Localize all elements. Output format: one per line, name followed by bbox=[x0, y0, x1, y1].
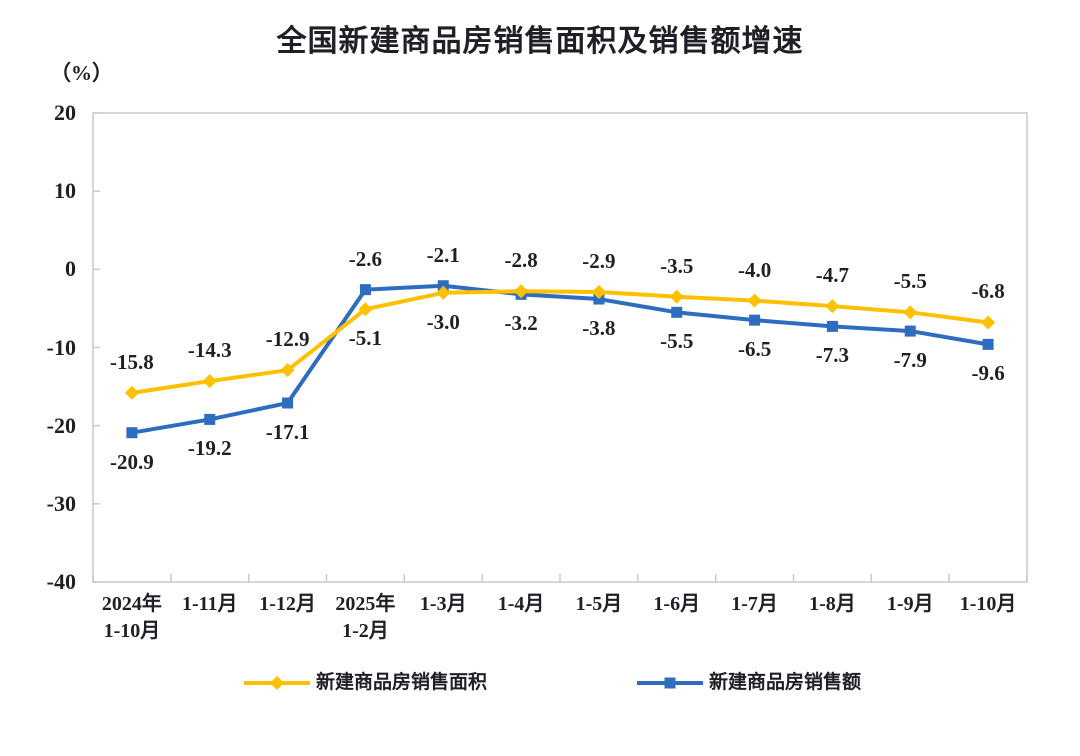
x-axis-label: 2025年 1-2月 bbox=[335, 591, 395, 645]
square-marker bbox=[826, 320, 838, 332]
data-label: -17.1 bbox=[265, 419, 310, 444]
y-tick-label: -30 bbox=[46, 490, 76, 516]
x-axis-label: 1-4月 bbox=[498, 591, 545, 618]
legend-marker-diamond bbox=[244, 676, 310, 690]
data-label: -12.9 bbox=[265, 327, 310, 352]
x-axis-label-line: 2024年 bbox=[101, 593, 162, 615]
data-label: -2.1 bbox=[426, 242, 460, 267]
data-label: -4.7 bbox=[815, 263, 850, 288]
y-tick-label: 20 bbox=[54, 100, 76, 125]
x-axis-label-line: 1-10月 bbox=[103, 620, 161, 642]
diamond-marker bbox=[514, 284, 529, 299]
data-label: -5.5 bbox=[660, 329, 694, 354]
data-label: -7.3 bbox=[815, 343, 850, 368]
square-marker bbox=[749, 314, 761, 326]
y-tick-label: 0 bbox=[65, 256, 76, 282]
data-label: -2.8 bbox=[504, 248, 538, 273]
data-label: -3.0 bbox=[426, 309, 460, 334]
data-label: -20.9 bbox=[110, 449, 154, 474]
data-label: -6.8 bbox=[971, 279, 1005, 304]
x-axis-label-line: 1-10月 bbox=[959, 593, 1017, 615]
legend-label: 新建商品房销售面积 bbox=[316, 672, 488, 693]
data-label: -15.8 bbox=[110, 349, 154, 374]
square-marker bbox=[204, 413, 216, 425]
square-marker bbox=[904, 325, 916, 337]
x-axis-label-line: 1-8月 bbox=[809, 593, 856, 615]
diamond-marker bbox=[202, 374, 217, 389]
chart-title: 全国新建商品房销售面积及销售额增速 bbox=[276, 25, 804, 58]
square-marker bbox=[359, 284, 371, 296]
legend-marker-square bbox=[637, 677, 703, 689]
x-axis-label-line: 1-9月 bbox=[886, 593, 934, 615]
square-marker bbox=[593, 293, 605, 305]
data-label: -3.5 bbox=[660, 253, 694, 278]
y-tick-label: -40 bbox=[46, 569, 76, 594]
data-label: -4.0 bbox=[737, 257, 772, 282]
data-label: -2.6 bbox=[348, 246, 383, 271]
x-axis-label: 1-6月 bbox=[653, 591, 700, 618]
x-axis-label-line: 1-6月 bbox=[653, 593, 701, 615]
data-label: -5.1 bbox=[348, 326, 383, 351]
legend-item-0: 新建商品房销售面积 bbox=[244, 670, 487, 696]
x-axis-label: 1-8月 bbox=[809, 591, 856, 618]
x-axis-label-line: 1-11月 bbox=[181, 593, 238, 615]
x-axis-label-line: 1-12月 bbox=[259, 593, 316, 615]
diamond-marker bbox=[747, 293, 762, 308]
x-axis-label: 1-10月 bbox=[960, 591, 1017, 618]
data-label: -9.6 bbox=[971, 361, 1005, 386]
x-axis-label: 1-5月 bbox=[576, 591, 623, 618]
x-axis-label: 1-12月 bbox=[259, 591, 316, 618]
x-axis-label-line: 1-7月 bbox=[731, 593, 778, 615]
diamond-marker bbox=[825, 299, 840, 314]
diamond-marker bbox=[280, 363, 295, 378]
x-axis-label: 1-11月 bbox=[182, 591, 238, 618]
x-axis-label: 1-3月 bbox=[420, 591, 467, 618]
square-marker bbox=[982, 338, 994, 350]
diamond-icon bbox=[270, 676, 284, 690]
diamond-marker bbox=[591, 285, 606, 300]
y-tick-label: 10 bbox=[54, 178, 76, 204]
series-line-1 bbox=[129, 283, 991, 435]
data-label: -6.5 bbox=[737, 337, 772, 362]
data-label: -14.3 bbox=[187, 338, 232, 363]
y-axis-unit-label: （%） bbox=[50, 61, 113, 85]
x-axis-label: 1-7月 bbox=[731, 591, 778, 618]
data-label: -2.9 bbox=[582, 249, 616, 273]
square-marker bbox=[282, 397, 294, 409]
diamond-marker bbox=[981, 315, 996, 330]
diamond-marker bbox=[903, 305, 918, 320]
legend-label: 新建商品房销售额 bbox=[709, 672, 862, 693]
data-label: -7.9 bbox=[893, 348, 927, 373]
x-axis-label-line: 1-5月 bbox=[575, 593, 623, 615]
data-label: -19.2 bbox=[187, 436, 232, 461]
square-icon bbox=[664, 677, 676, 689]
x-axis-label: 2024年 1-10月 bbox=[102, 591, 162, 645]
x-axis-label: 1-9月 bbox=[887, 591, 934, 618]
diamond-marker bbox=[669, 289, 684, 304]
x-axis-label-line: 2025年 bbox=[335, 593, 396, 615]
y-tick-label: -10 bbox=[46, 334, 76, 360]
x-axis-label-line: 1-4月 bbox=[497, 593, 545, 615]
diamond-marker bbox=[436, 285, 451, 300]
y-tick-label: -20 bbox=[46, 412, 76, 438]
square-marker bbox=[437, 280, 449, 292]
diamond-marker bbox=[124, 385, 139, 400]
x-axis-label-line: 1-3月 bbox=[419, 593, 467, 615]
data-label: -3.8 bbox=[582, 316, 616, 341]
legend-item-1: 新建商品房销售额 bbox=[637, 670, 861, 696]
plot-border bbox=[92, 112, 1028, 583]
data-label: -3.2 bbox=[504, 311, 538, 336]
data-label: -5.5 bbox=[893, 269, 927, 294]
series-line-0 bbox=[129, 289, 991, 395]
square-marker bbox=[126, 427, 138, 439]
square-marker bbox=[671, 306, 683, 318]
diamond-marker bbox=[358, 302, 373, 317]
x-axis-label-line: 1-2月 bbox=[342, 620, 389, 642]
legend: 新建商品房销售面积 新建商品房销售额 bbox=[0, 670, 1080, 700]
